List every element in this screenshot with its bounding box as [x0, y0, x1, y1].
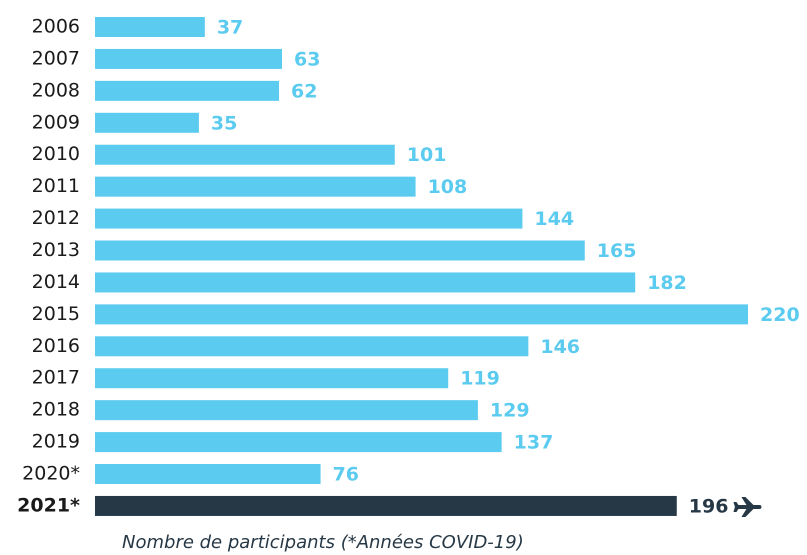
bar — [95, 495, 677, 516]
value-label: 220 — [760, 304, 800, 326]
bar — [95, 112, 199, 133]
value-label: 196 — [689, 495, 729, 517]
value-label: 101 — [407, 144, 447, 166]
category-label: 2012 — [32, 207, 80, 229]
value-label: 146 — [540, 336, 580, 358]
category-label: 2011 — [32, 175, 80, 197]
bar — [95, 176, 416, 197]
value-label: 108 — [428, 176, 468, 198]
bar — [95, 464, 321, 485]
bar — [95, 17, 205, 37]
category-label: 2020* — [22, 463, 80, 485]
bar — [95, 400, 478, 421]
value-label: 137 — [514, 432, 554, 454]
value-label: 129 — [490, 400, 530, 422]
bar — [95, 368, 449, 389]
category-label: 2016 — [32, 335, 80, 357]
category-label: 2007 — [32, 47, 80, 69]
category-label: 2008 — [32, 79, 80, 101]
bar — [95, 208, 523, 229]
category-label: 2018 — [32, 399, 80, 421]
bar — [95, 48, 282, 69]
category-label: 2017 — [32, 367, 80, 389]
bar — [95, 80, 280, 101]
value-label: 165 — [597, 240, 637, 262]
value-label: 182 — [647, 272, 687, 294]
category-label: 2009 — [32, 111, 80, 133]
category-label: 2006 — [32, 16, 80, 38]
bar — [95, 272, 636, 293]
category-label: 2014 — [32, 271, 80, 293]
value-label: 62 — [291, 80, 317, 102]
category-label: 2019 — [32, 431, 80, 453]
bar — [95, 304, 748, 325]
value-label: 35 — [211, 112, 237, 134]
bar — [95, 336, 529, 357]
bar — [95, 432, 502, 453]
value-label: 119 — [460, 368, 500, 390]
value-label: 63 — [294, 48, 320, 70]
category-label: 2013 — [32, 239, 80, 261]
value-label: 37 — [217, 17, 243, 39]
bar — [95, 240, 585, 261]
value-label: 76 — [333, 464, 359, 486]
plane-icon — [733, 496, 762, 517]
value-label: 144 — [534, 208, 574, 230]
bar — [95, 144, 395, 165]
category-label: 2021* — [17, 494, 80, 516]
category-label: 2015 — [32, 303, 80, 325]
category-label: 2010 — [32, 143, 80, 165]
caption: Nombre de participants (*Années COVID-19… — [122, 532, 524, 553]
